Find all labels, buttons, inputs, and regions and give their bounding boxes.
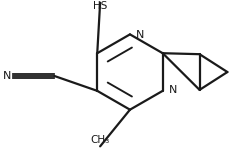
Text: CH₃: CH₃ — [90, 135, 110, 145]
Text: N: N — [3, 71, 12, 81]
Text: HS: HS — [93, 1, 107, 11]
Text: N: N — [136, 30, 145, 40]
Text: N: N — [169, 85, 177, 95]
